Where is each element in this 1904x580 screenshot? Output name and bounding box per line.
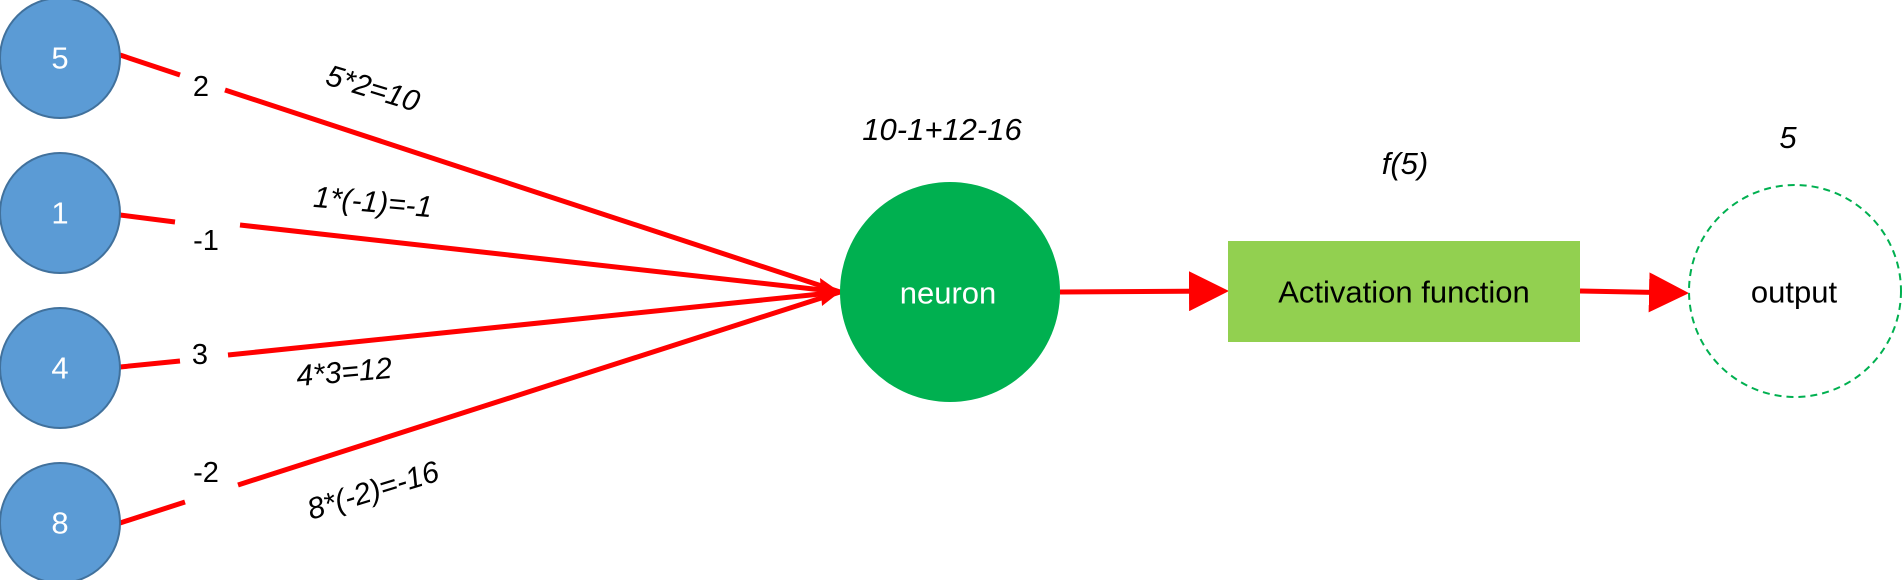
neuron-node: neuron xyxy=(840,182,1060,402)
neuron-to-activation-arrow xyxy=(1059,271,1229,312)
connection-line-2 xyxy=(119,212,841,295)
weight-label-4: -2 xyxy=(193,457,219,489)
input-node-1: 5 xyxy=(0,0,121,119)
product-label-1: 5*2=10 xyxy=(322,59,424,119)
product-label-2: 1*(-1)=-1 xyxy=(312,181,434,224)
weight-label-2: -1 xyxy=(193,225,219,257)
input-value-3: 4 xyxy=(51,351,68,386)
product-label-3: 4*3=12 xyxy=(295,352,394,393)
weight-label-3: 3 xyxy=(192,339,208,371)
connection-line-1 xyxy=(119,52,841,295)
activation-to-output-arrow xyxy=(1579,272,1689,313)
weight-label-1: 2 xyxy=(193,71,209,103)
arrowhead-neuron xyxy=(820,278,840,306)
neuron-sum-label: 10-1+12-16 xyxy=(862,112,1022,147)
output-label: output xyxy=(1751,275,1838,310)
input-value-2: 1 xyxy=(51,196,68,231)
activation-label: Activation function xyxy=(1278,275,1530,310)
input-connections xyxy=(119,52,841,526)
input-node-3: 4 xyxy=(0,307,121,429)
connection-line-3 xyxy=(119,289,841,370)
product-label-4: 8*(-2)=-16 xyxy=(303,455,443,526)
output-node: output xyxy=(1688,184,1902,398)
activation-function-box: Activation function xyxy=(1228,241,1580,342)
activation-call-label: f(5) xyxy=(1382,146,1429,181)
input-value-4: 8 xyxy=(51,506,68,541)
output-value-label: 5 xyxy=(1779,120,1797,155)
input-node-4: 8 xyxy=(0,462,121,580)
connection-line-4 xyxy=(119,289,841,526)
input-value-1: 5 xyxy=(51,41,68,76)
neuron-label: neuron xyxy=(900,276,997,311)
input-node-2: 1 xyxy=(0,152,121,274)
